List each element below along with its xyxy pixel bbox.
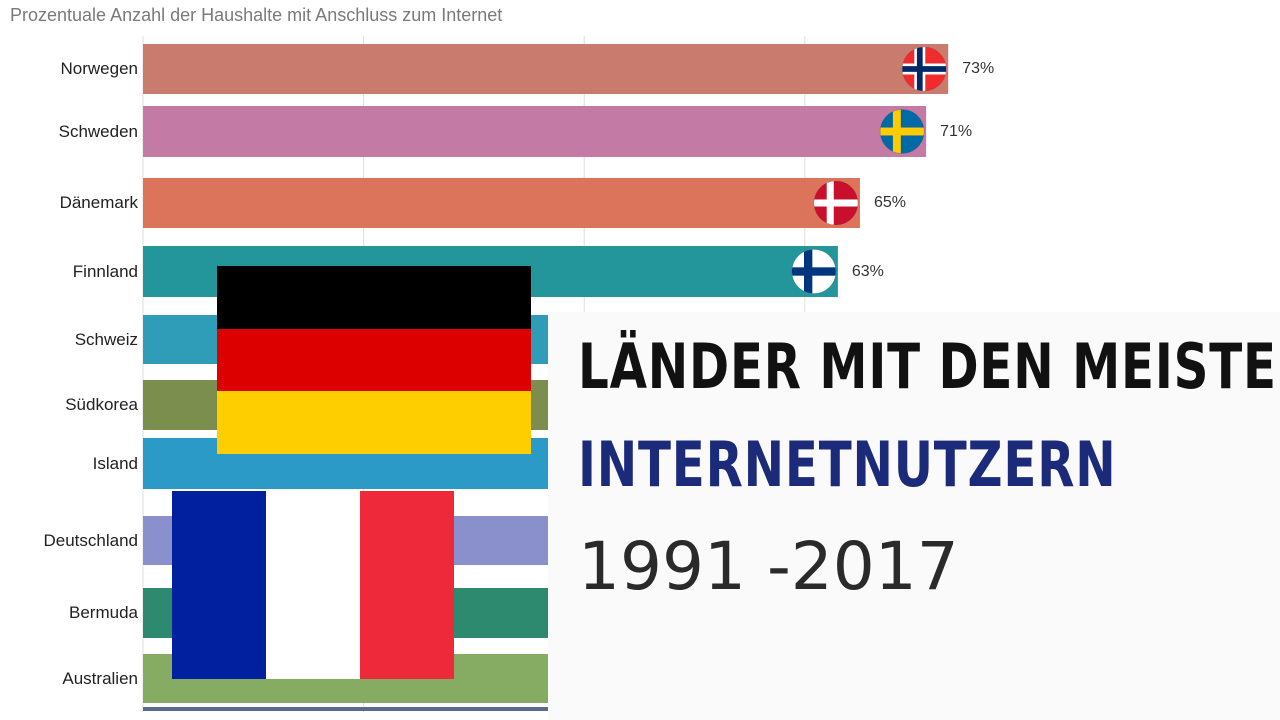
germany-flag xyxy=(217,266,531,455)
category-label: Norwegen xyxy=(60,59,139,78)
category-label: Bermuda xyxy=(69,603,138,622)
bar-flags xyxy=(791,46,947,294)
bar-dänemark xyxy=(143,178,860,228)
bar-schweden xyxy=(143,106,927,157)
category-label: Schweiz xyxy=(74,329,138,349)
category-label: Australien xyxy=(62,668,138,688)
headline-line-1: LÄNDER MIT DEN MEISTEN xyxy=(578,330,1280,403)
norway-flag-icon xyxy=(901,46,947,92)
headline-years: 1991 -2017 xyxy=(578,528,959,605)
category-label: Finnland xyxy=(72,261,138,281)
headline-line-2: INTERNETNUTZERN xyxy=(578,428,1117,501)
value-label: 71% xyxy=(940,122,973,140)
category-label: Südkorea xyxy=(65,395,138,414)
category-label: Island xyxy=(92,453,138,473)
category-label: Deutschland xyxy=(43,530,138,550)
value-label: 63% xyxy=(851,262,884,280)
value-label: 73% xyxy=(962,60,995,77)
bar-norwegen xyxy=(143,44,949,94)
denmark-flag-icon xyxy=(813,180,859,226)
chart-title: Prozentuale Anzahl der Haushalte mit Ans… xyxy=(10,5,503,25)
category-label: Schweden xyxy=(58,121,138,141)
category-label: Dänemark xyxy=(59,193,138,212)
headline-panel xyxy=(548,312,1280,720)
partially-hidden-bar xyxy=(143,707,548,711)
sweden-flag-icon xyxy=(879,109,925,154)
value-label: 65% xyxy=(873,194,906,211)
france-flag xyxy=(172,491,454,679)
finland-flag-icon xyxy=(791,249,837,294)
